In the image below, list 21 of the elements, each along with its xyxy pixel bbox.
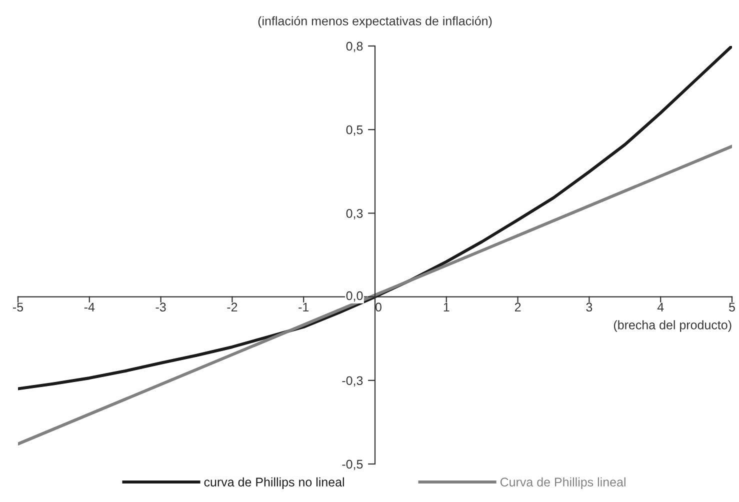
x-tick-label: -4	[84, 302, 95, 312]
x-tick-label: -5	[13, 302, 24, 312]
x-tick-label: 3	[586, 302, 592, 312]
text: curva de Phillips no lineal	[204, 477, 344, 489]
y-tick-label: -0,3	[342, 376, 363, 387]
y-axis-title: (inflación menos expectativas de inflación)	[258, 16, 492, 28]
x-axis-title: (brecha del producto)	[614, 320, 732, 332]
x-tick-label: 0	[375, 302, 382, 312]
x-tick-label: 1	[444, 302, 450, 312]
x-tick-label: -3	[156, 302, 166, 312]
y-tick-label: 0,3	[346, 209, 363, 220]
x-tick-label: 2	[514, 302, 521, 312]
x-tick-label: 4	[657, 302, 664, 312]
x-tick-label: 5	[729, 302, 735, 312]
y-tick-label: 0,5	[346, 125, 363, 136]
x-tick-label: -2	[227, 302, 238, 312]
y-tick-label: 0,8	[346, 42, 363, 52]
y-tick-label: -0,5	[342, 460, 363, 470]
y-tick-label: 0,0	[346, 291, 363, 302]
x-tick-label: -1	[298, 302, 309, 312]
text: Curva de Phillips lineal	[500, 477, 626, 489]
